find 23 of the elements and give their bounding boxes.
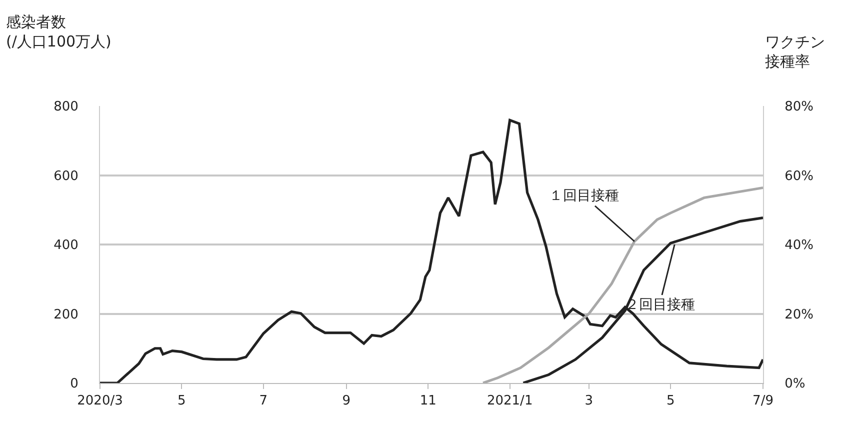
x-tick-label: 2021/1 xyxy=(486,394,533,409)
x-tick-label: 9 xyxy=(342,394,351,409)
y2-axis-title: ワクチン接種率 xyxy=(765,33,825,70)
y2-tick-label: 40% xyxy=(784,238,814,254)
y-tick-label: 600 xyxy=(54,168,78,184)
y2-tick-label: 80% xyxy=(784,100,814,115)
y-tick-label: 400 xyxy=(54,238,78,254)
x-tick-label: 3 xyxy=(584,394,594,409)
x-tick-label: 2020/3 xyxy=(77,394,123,409)
y2-tick-label: 0% xyxy=(784,376,806,392)
y-tick-label: 800 xyxy=(54,100,78,115)
y-tick-label: 200 xyxy=(54,307,78,322)
y2-tick-label: 20% xyxy=(784,307,814,322)
y-axis-title: 感染者数 (/人口100万人) xyxy=(6,13,112,50)
annotation: １回目接種 xyxy=(549,188,619,204)
x-tick-label: 7 xyxy=(259,394,268,409)
x-tick-label: 5 xyxy=(666,394,675,409)
x-tick-label: 11 xyxy=(420,394,436,409)
y-tick-label: 0 xyxy=(70,376,78,392)
y2-tick-label: 60% xyxy=(784,168,814,184)
x-tick-label: 5 xyxy=(178,394,186,409)
line-series xyxy=(482,186,763,383)
x-tick-label: 7/9 xyxy=(752,394,774,409)
